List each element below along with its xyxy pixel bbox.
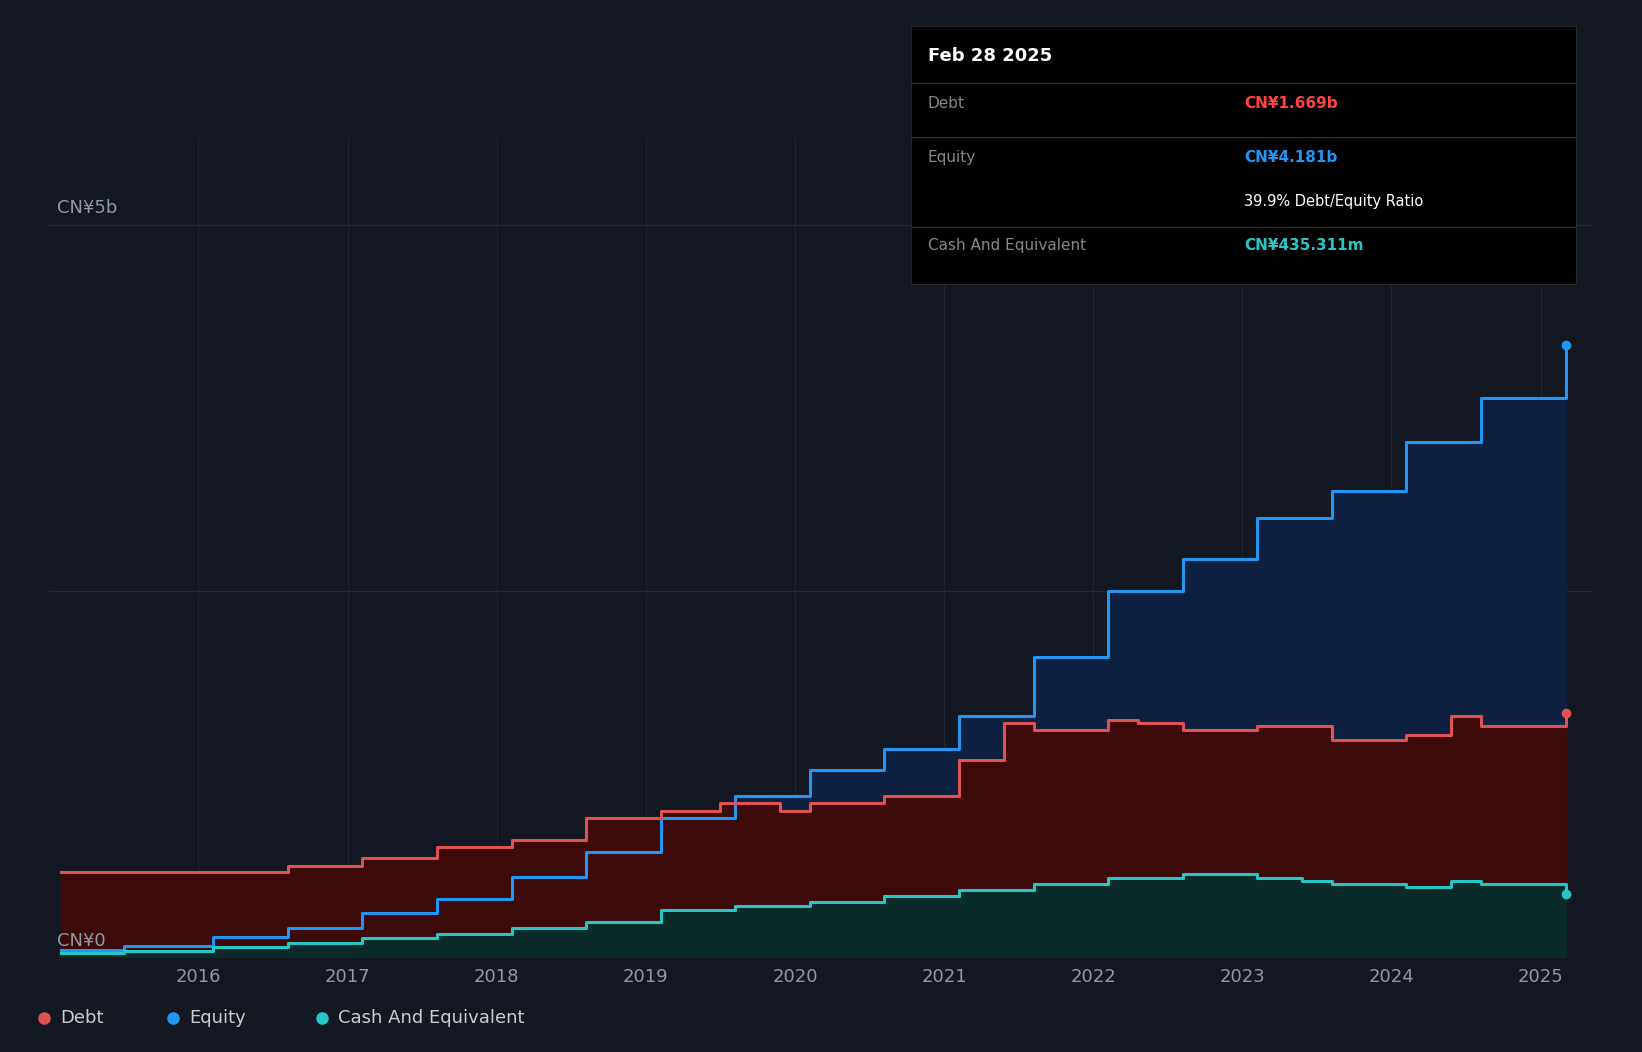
- Text: Cash And Equivalent: Cash And Equivalent: [928, 238, 1085, 252]
- Text: Debt: Debt: [928, 96, 965, 110]
- Text: CN¥5b: CN¥5b: [57, 199, 117, 218]
- Text: CN¥0: CN¥0: [57, 932, 105, 950]
- Text: CN¥1.669b: CN¥1.669b: [1245, 96, 1338, 110]
- Text: Feb 28 2025: Feb 28 2025: [928, 47, 1053, 65]
- Text: Equity: Equity: [928, 150, 977, 165]
- Text: Equity: Equity: [189, 1009, 246, 1027]
- Text: Debt: Debt: [61, 1009, 103, 1027]
- Text: CN¥435.311m: CN¥435.311m: [1245, 238, 1363, 252]
- Text: Cash And Equivalent: Cash And Equivalent: [338, 1009, 524, 1027]
- Text: 39.9% Debt/Equity Ratio: 39.9% Debt/Equity Ratio: [1245, 194, 1424, 209]
- Text: CN¥4.181b: CN¥4.181b: [1245, 150, 1337, 165]
